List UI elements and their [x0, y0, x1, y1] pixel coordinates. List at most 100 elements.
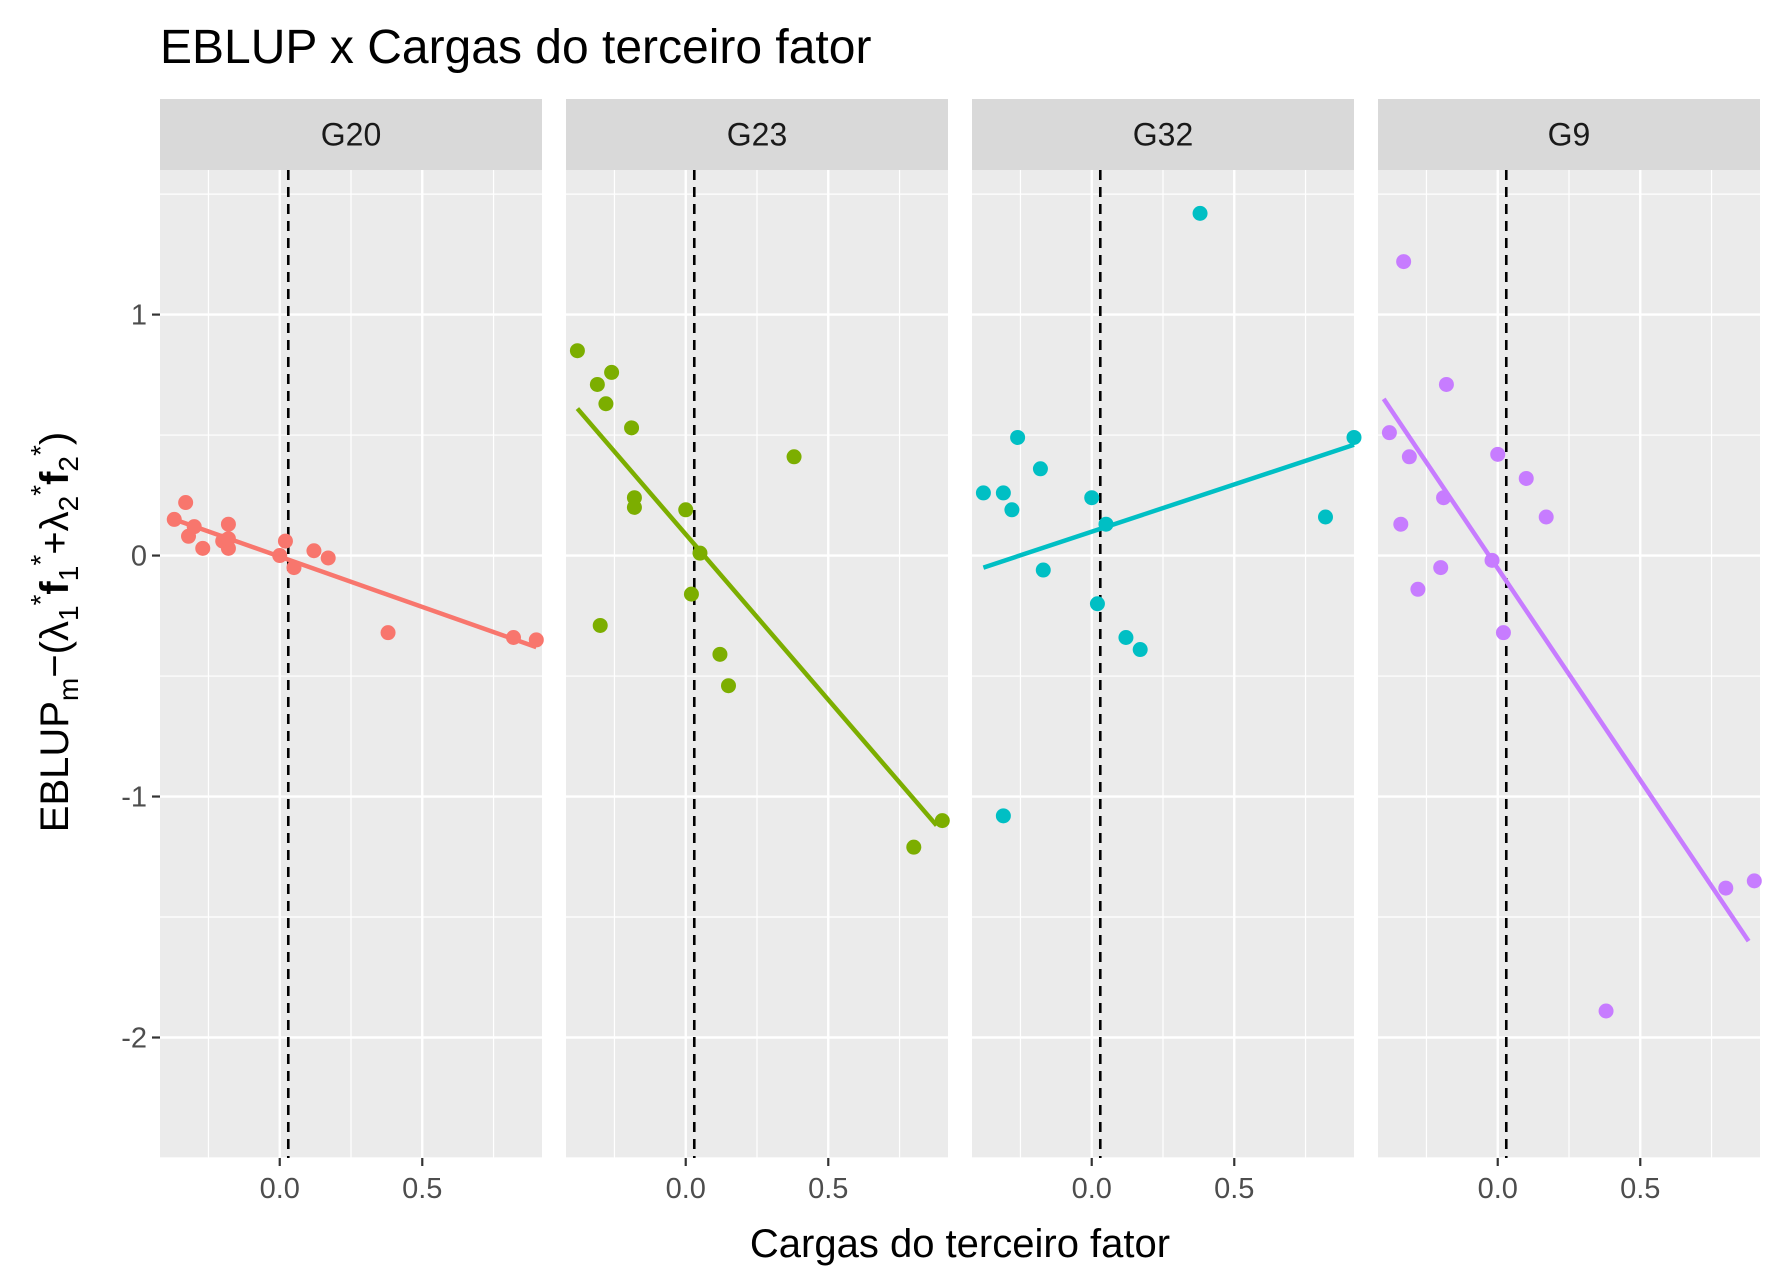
data-point [1401, 449, 1417, 465]
y-title-sub-2b: 2 [53, 456, 84, 472]
y-title-sub-1b: 1 [53, 566, 84, 582]
x-tick-label: 0.0 [260, 1173, 300, 1205]
data-point [220, 516, 236, 532]
data-point [220, 531, 236, 547]
data-point [528, 632, 544, 648]
x-tick-label: 0.0 [1072, 1173, 1112, 1205]
data-point [277, 533, 293, 549]
data-point [1089, 596, 1105, 612]
data-point [598, 396, 614, 412]
facet-strip-label: G9 [1548, 117, 1591, 153]
data-point [1004, 502, 1020, 518]
svg-text:EBLUPm−(λ1*f1*+λ2*f2*): EBLUPm−(λ1*f1*+λ2*f2*) [25, 432, 84, 832]
y-title-star-2b: * [25, 445, 56, 456]
data-point [272, 548, 288, 564]
data-point [1032, 461, 1048, 477]
facet-panel-g9: G9 0.0 0.5 [1378, 99, 1762, 1205]
facet-strip [566, 99, 948, 170]
y-title-star-1b: * [25, 555, 56, 566]
data-point [1098, 516, 1114, 532]
x-tick-label: 0.0 [1478, 1173, 1518, 1205]
data-point [1317, 509, 1333, 525]
y-tick-label: 1 [131, 300, 147, 332]
data-point [995, 808, 1011, 824]
data-point [1495, 625, 1511, 641]
data-point [934, 813, 950, 829]
y-tick-label: 0 [131, 541, 147, 573]
data-point [1436, 490, 1452, 506]
y-title-sub-1a: 1 [53, 605, 84, 621]
data-point [1598, 1003, 1614, 1019]
y-title-main: EBLUP [33, 701, 77, 832]
data-point [320, 550, 336, 566]
data-point [306, 543, 322, 559]
data-point [626, 499, 642, 515]
facet-panel-g20: G20 0.0 0.5 [160, 99, 544, 1205]
data-point [1746, 873, 1762, 889]
y-title-f-2: f [33, 471, 77, 485]
data-point [624, 420, 640, 436]
x-tick-label: 0.5 [1214, 1173, 1254, 1205]
data-point [1433, 560, 1449, 576]
fit-line [982, 442, 1355, 570]
facet-panel-g32: G32 0.0 0.5 [972, 99, 1362, 1205]
y-title-lambda-2: λ [33, 511, 77, 531]
data-point [1084, 490, 1100, 506]
y-title-lambda-1: λ [33, 621, 77, 641]
data-point [692, 545, 708, 561]
data-point [604, 364, 620, 380]
facet-strip-label: G20 [321, 117, 381, 153]
y-tick-label: -1 [121, 782, 147, 814]
data-point [1438, 376, 1454, 392]
data-point [186, 519, 202, 535]
data-point [1381, 425, 1397, 441]
facet-strip [972, 99, 1354, 170]
data-point [1490, 446, 1506, 462]
data-point [589, 376, 605, 392]
data-point [1484, 552, 1500, 568]
data-point [683, 586, 699, 602]
x-axis-title: Cargas do terceiro fator [750, 1222, 1170, 1266]
facet-strip-label: G32 [1133, 117, 1193, 153]
data-point [569, 343, 585, 359]
y-title-star-2a: * [25, 485, 56, 496]
x-tick-label: 0.5 [402, 1173, 442, 1205]
data-point [1035, 562, 1051, 578]
data-point [166, 511, 182, 527]
data-point [1393, 516, 1409, 532]
data-point [906, 839, 922, 855]
data-point [505, 629, 521, 645]
x-tick-label: 0.0 [666, 1173, 706, 1205]
data-point [1346, 429, 1362, 445]
facet-panels: G20 0.0 0.5 G23 0.0 0.5 G32 0.0 0.5 G9 0.0 0.5 [160, 99, 1762, 1205]
data-point [286, 560, 302, 576]
fit-line [575, 407, 939, 827]
data-point [720, 678, 736, 694]
data-point [178, 495, 194, 511]
x-tick-label: 0.5 [808, 1173, 848, 1205]
y-axis: -2 -1 0 1 [121, 300, 160, 1055]
y-tick-label: -2 [121, 1023, 147, 1055]
data-point [1718, 880, 1734, 896]
fit-line [1381, 397, 1751, 943]
facet-strip [160, 99, 542, 170]
data-point [786, 449, 802, 465]
y-axis-title: EBLUPm−(λ1*f1*+λ2*f2*) [25, 432, 84, 832]
facet-panel-g23: G23 0.0 0.5 [566, 99, 950, 1205]
data-point [975, 485, 991, 501]
data-point [1192, 205, 1208, 221]
data-point [995, 485, 1011, 501]
x-tick-label: 0.5 [1620, 1173, 1660, 1205]
y-title-star-1a: * [25, 594, 56, 605]
data-point [1132, 642, 1148, 658]
data-point [195, 540, 211, 556]
y-title-sub-m: m [53, 678, 84, 701]
data-point [1538, 509, 1554, 525]
facet-strip-label: G23 [727, 117, 787, 153]
y-title-plus: + [33, 531, 77, 554]
data-point [678, 502, 694, 518]
facet-strip [1378, 99, 1760, 170]
y-title-sub-2a: 2 [53, 496, 84, 512]
chart-title: EBLUP x Cargas do terceiro fator [160, 21, 871, 74]
